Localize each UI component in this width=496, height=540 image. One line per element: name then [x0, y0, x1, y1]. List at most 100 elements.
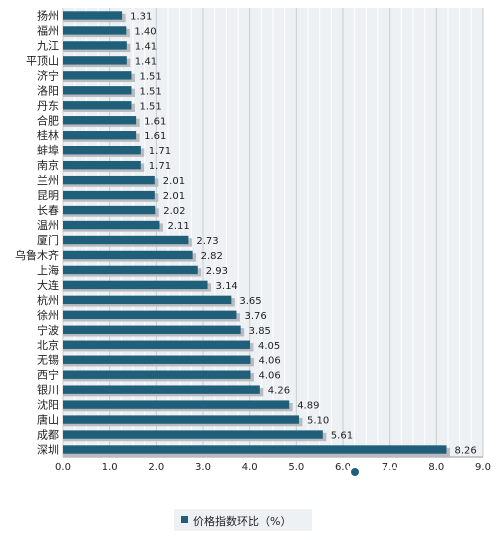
watermark: 观研天下 www.chinabaogao.com: [347, 464, 456, 491]
data-label: 1.61: [144, 116, 166, 127]
x-tick-label: 1.0: [102, 462, 118, 473]
bar: [63, 11, 123, 20]
x-tick-label: 8.0: [428, 462, 444, 473]
legend-label: 价格指数环比（%）: [193, 514, 291, 528]
data-label: 1.51: [139, 71, 161, 82]
bar: [63, 56, 127, 65]
bar: [63, 325, 241, 334]
x-tick-label: 5.0: [288, 462, 304, 473]
category-label: 蚌埠: [37, 143, 59, 157]
legend-swatch: [181, 516, 188, 523]
category-label: 福州: [37, 23, 59, 37]
category-label: 平顶山: [26, 54, 59, 67]
data-label: 1.40: [134, 26, 156, 37]
category-label: 南京: [37, 158, 59, 172]
category-label: 九江: [37, 39, 59, 52]
category-label: 成都: [37, 429, 59, 442]
x-tick-label: 9.0: [475, 462, 491, 473]
category-label: 北京: [37, 338, 59, 352]
data-label: 2.01: [163, 191, 185, 202]
data-label: 4.89: [297, 401, 319, 412]
data-label: 4.26: [268, 386, 290, 397]
category-label: 合肥: [37, 113, 59, 127]
data-label: 1.41: [135, 56, 157, 67]
bar: [63, 340, 250, 349]
category-label: 银川: [37, 383, 59, 397]
data-label: 2.82: [201, 251, 223, 262]
bar: [63, 310, 237, 320]
category-label: 扬州: [37, 8, 59, 22]
data-label: 8.26: [454, 446, 476, 457]
data-label: 2.11: [167, 221, 189, 232]
bar: [63, 131, 137, 140]
watermark-text: 观研天下: [367, 466, 415, 480]
category-label: 唐山: [37, 413, 59, 427]
category-label: 沈阳: [37, 398, 59, 412]
watermark-logo-inner-icon: [351, 468, 359, 476]
bar: [63, 385, 260, 394]
data-label: 1.71: [149, 161, 171, 172]
bar: [63, 160, 141, 170]
legend: 价格指数环比（%）: [174, 509, 312, 531]
bar: [63, 355, 251, 364]
bar: [63, 400, 290, 409]
data-label: 1.71: [149, 146, 171, 157]
data-label: 4.06: [258, 356, 280, 367]
data-label: 1.61: [144, 131, 166, 142]
bar: [63, 430, 323, 439]
bar: [63, 175, 155, 185]
data-label: 1.51: [139, 86, 161, 97]
bar: [63, 190, 155, 200]
bar: [63, 250, 193, 260]
x-tick-label: 0.0: [55, 462, 71, 473]
legend-box: [174, 509, 312, 531]
data-label: 2.02: [163, 206, 185, 217]
category-label: 兰州: [37, 174, 59, 187]
bar: [63, 295, 232, 305]
watermark-url: www.chinabaogao.com: [363, 482, 456, 491]
x-tick-label: 4.0: [242, 462, 258, 473]
category-label: 杭州: [37, 293, 59, 307]
x-tick-label: 2.0: [148, 462, 164, 473]
x-tick-label: 6.0: [335, 462, 351, 473]
data-label: 5.10: [307, 416, 329, 427]
bar: [63, 145, 141, 155]
category-label: 桂林: [37, 128, 59, 142]
x-tick-label: 3.0: [195, 462, 211, 473]
data-label: 3.65: [239, 296, 261, 307]
bar: [63, 26, 127, 35]
x-tick-label: 7.0: [382, 462, 398, 473]
category-label: 上海: [37, 263, 59, 277]
data-label: 3.85: [249, 326, 271, 337]
bar: [63, 116, 137, 125]
data-label: 3.76: [244, 311, 266, 322]
bar: [63, 445, 447, 454]
data-label: 3.14: [216, 281, 238, 292]
category-label: 乌鲁木齐: [15, 248, 59, 262]
bar: [63, 415, 299, 424]
bar: [63, 41, 127, 50]
category-label: 深圳: [37, 444, 59, 457]
category-label: 徐州: [37, 308, 59, 322]
bar: [63, 101, 132, 110]
bar: [63, 71, 132, 80]
data-label: 2.01: [163, 176, 185, 187]
category-label: 厦门: [37, 233, 59, 247]
category-label: 西宁: [37, 368, 59, 382]
data-label: 5.61: [331, 431, 353, 442]
category-label: 洛阳: [37, 83, 59, 97]
bar: [63, 280, 208, 290]
category-label: 济宁: [37, 68, 59, 82]
bar: [63, 220, 160, 230]
data-label: 1.31: [130, 11, 152, 22]
bar: [63, 86, 132, 95]
data-label: 1.41: [135, 41, 157, 52]
bar: [63, 370, 251, 379]
data-label: 2.73: [196, 236, 218, 247]
category-label: 昆明: [37, 189, 59, 202]
category-label: 丹东: [37, 99, 59, 112]
category-label: 长春: [37, 204, 59, 217]
category-label: 大连: [37, 278, 59, 292]
